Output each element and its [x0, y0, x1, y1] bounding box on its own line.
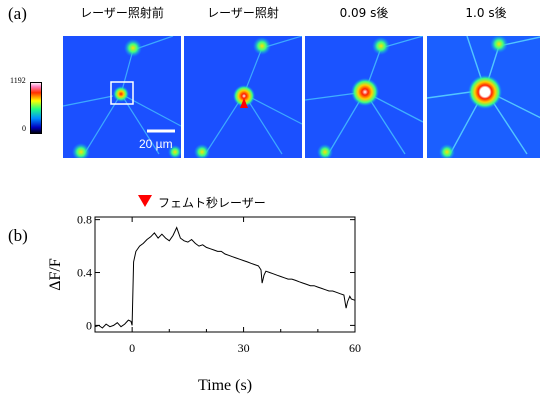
y-tick-label: 0 — [86, 318, 92, 332]
fluorescence-image-before: 20 µm — [63, 36, 181, 158]
x-tick-label: 0 — [129, 341, 135, 355]
panel-a-label: (a) — [8, 4, 27, 23]
x-tick-label: 30 — [238, 341, 250, 355]
roi-box — [110, 81, 134, 105]
image-title-0-09s: 0.09 s後 — [339, 6, 389, 20]
x-tick-label: 60 — [349, 341, 361, 355]
image-title-before: レーザー照射前 — [80, 6, 164, 20]
laser-triangle-icon — [138, 195, 152, 207]
image-title-1-0s: 1.0 s後 — [465, 6, 507, 20]
y-tick-label: 0.4 — [77, 266, 92, 280]
y-tick-label: 0.8 — [77, 213, 92, 227]
laser-legend-label: フェムト秒レーザー — [158, 196, 266, 210]
x-axis-label: Time (s) — [198, 377, 252, 394]
laser-marker-icon — [240, 98, 248, 108]
plot-frame — [94, 216, 356, 333]
fluorescence-image-1-0s — [427, 36, 540, 158]
y-axis-label: ΔF/F — [47, 258, 64, 291]
fluorescence-image-0-09s — [305, 36, 423, 158]
image-title-irradiation: レーザー照射 — [207, 6, 279, 20]
scale-bar-label: 20 µm — [139, 137, 173, 151]
fluorescence-image-irradiation — [184, 36, 302, 158]
panel-b-label: (b) — [8, 226, 28, 245]
colorbar-max-label: 1192 — [10, 76, 26, 85]
series-line — [94, 226, 356, 329]
colorbar-min-label: 0 — [22, 124, 26, 133]
colorbar: 1192 0 — [10, 76, 42, 134]
